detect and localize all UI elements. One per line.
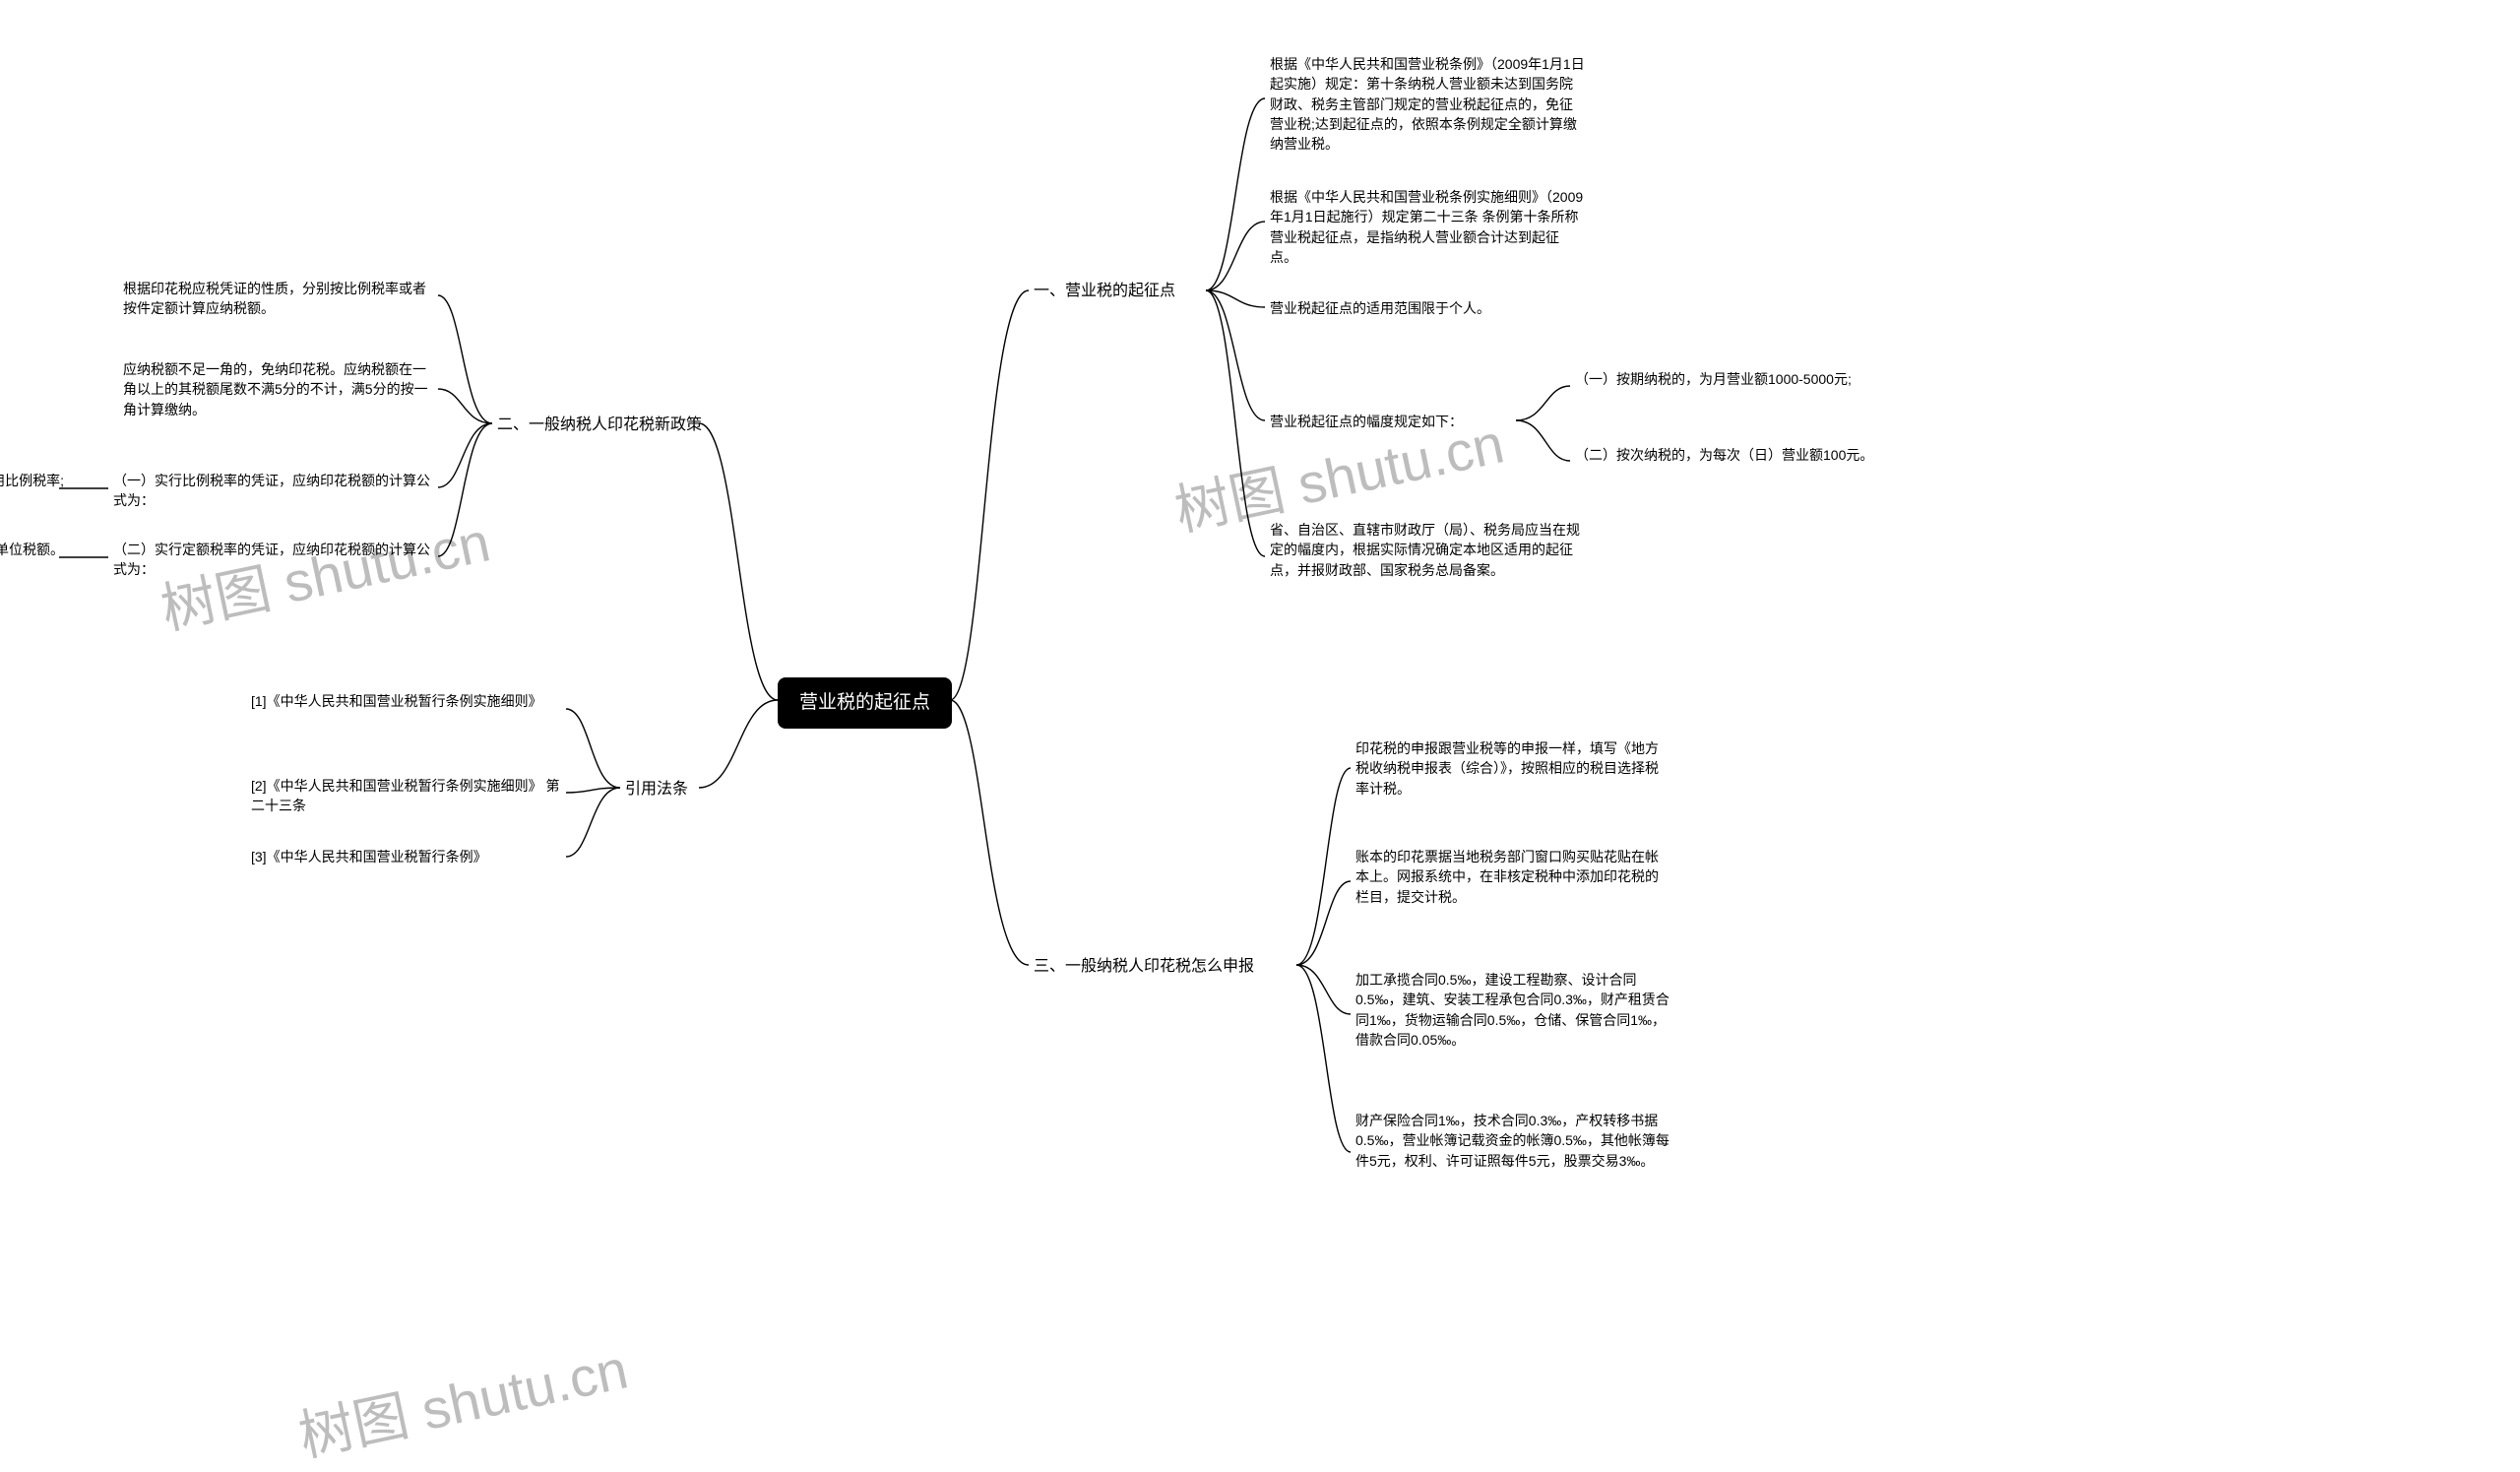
- leaf-b4c3: [3]《中华人民共和国营业税暂行条例》: [251, 847, 566, 866]
- leaf-b1c4a: （一）按期纳税的，为月营业额1000-5000元;: [1575, 369, 1852, 389]
- leaf-b2c3a: 应纳印花税=凭证所载应税金额×适用比例税率;: [0, 471, 64, 490]
- leaf-b1c4: 营业税起征点的幅度规定如下：: [1270, 412, 1463, 431]
- leaf-b3c1: 印花税的申报跟营业税等的申报一样，填写《地方税收纳税申报表（综合）》，按照相应的…: [1355, 738, 1670, 799]
- leaf-b2c4: （二）实行定额税率的凭证，应纳印花税额的计算公式为：: [113, 540, 438, 580]
- branch-b1: 一、营业税的起征点: [1034, 280, 1175, 302]
- leaf-b4c1: [1]《中华人民共和国营业税暂行条例实施细则》: [251, 691, 566, 711]
- leaf-b1c2: 根据《中华人民共和国营业税条例实施细则》（2009年1月1日起施行）规定第二十三…: [1270, 187, 1585, 267]
- leaf-b2c4a: 应纳印花税额=应税凭证件数×试用单位税额。: [0, 540, 64, 559]
- branch-b3: 三、一般纳税人印花税怎么申报: [1034, 955, 1254, 978]
- leaf-b3c3: 加工承揽合同0.5‰，建设工程勘察、设计合同0.5‰，建筑、安装工程承包合同0.…: [1355, 970, 1670, 1050]
- leaf-b4c2: [2]《中华人民共和国营业税暂行条例实施细则》 第二十三条: [251, 776, 566, 816]
- watermark: 树图 shutu.cn: [290, 1325, 634, 1472]
- leaf-b2c2: 应纳税额不足一角的，免纳印花税。应纳税额在一角以上的其税额尾数不满5分的不计，满…: [123, 359, 438, 419]
- leaf-b2c3: （一）实行比例税率的凭证，应纳印花税额的计算公式为：: [113, 471, 438, 511]
- leaf-b1c5: 省、自治区、直辖市财政厅（局）、税务局应当在规定的幅度内，根据实际情况确定本地区…: [1270, 520, 1585, 580]
- leaf-b3c2: 账本的印花票据当地税务部门窗口购买贴花贴在帐本上。网报系统中，在非核定税种中添加…: [1355, 847, 1670, 907]
- root-node: 营业税的起征点: [778, 677, 952, 729]
- branch-b4: 引用法条: [625, 778, 688, 800]
- leaf-b1c1: 根据《中华人民共和国营业税条例》（2009年1月1日起实施）规定：第十条纳税人营…: [1270, 54, 1585, 154]
- branch-b2: 二、一般纳税人印花税新政策: [497, 414, 702, 436]
- leaf-b2c1: 根据印花税应税凭证的性质，分别按比例税率或者按件定额计算应纳税额。: [123, 279, 438, 319]
- leaf-b1c4b: （二）按次纳税的，为每次（日）营业额100元。: [1575, 445, 1873, 465]
- leaf-b3c4: 财产保险合同1‰，技术合同0.3‰，产权转移书据0.5‰，营业帐簿记载资金的帐簿…: [1355, 1111, 1670, 1171]
- leaf-b1c3: 营业税起征点的适用范围限于个人。: [1270, 298, 1490, 318]
